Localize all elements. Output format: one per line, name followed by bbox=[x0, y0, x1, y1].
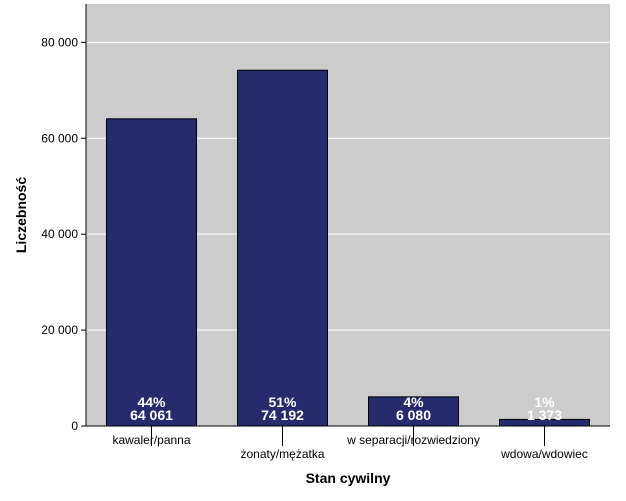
y-tick-label: 60 000 bbox=[41, 131, 78, 145]
x-tick-label: wdowa/wdowiec bbox=[500, 447, 588, 461]
bar-percent-label: 4% bbox=[403, 394, 424, 410]
y-axis-title: Liczebność bbox=[13, 177, 29, 253]
bar-labels: 44%64 061 51%74 192 4%6 080 1%1 373 bbox=[130, 394, 562, 423]
x-tick-label: kawaler/panna bbox=[112, 433, 190, 447]
bar-percent-label: 51% bbox=[268, 394, 297, 410]
bar bbox=[106, 118, 197, 427]
bar-value-label: 74 192 bbox=[261, 407, 304, 423]
bar-value-label: 1 373 bbox=[527, 407, 562, 423]
y-tick-label: 20 000 bbox=[41, 323, 78, 337]
y-tick-label: 40 000 bbox=[41, 227, 78, 241]
y-axis: 0 20 000 40 000 60 000 80 000 bbox=[41, 4, 87, 433]
y-tick-label: 80 000 bbox=[41, 35, 78, 49]
bar-percent-label: 44% bbox=[137, 394, 166, 410]
bar-value-label: 64 061 bbox=[130, 407, 173, 423]
x-axis: kawaler/panna żonaty/mężatka w separacji/r… bbox=[86, 425, 610, 461]
bar bbox=[237, 69, 328, 427]
x-tick-label: w separacji/rozwiedziony bbox=[346, 433, 480, 447]
x-axis-title: Stan cywilny bbox=[306, 470, 391, 486]
x-tick-label: żonaty/mężatka bbox=[240, 447, 324, 461]
bar bbox=[368, 396, 459, 427]
y-tick-label: 0 bbox=[71, 419, 78, 433]
bar-value-label: 6 080 bbox=[396, 407, 431, 423]
bar-percent-label: 1% bbox=[534, 394, 555, 410]
